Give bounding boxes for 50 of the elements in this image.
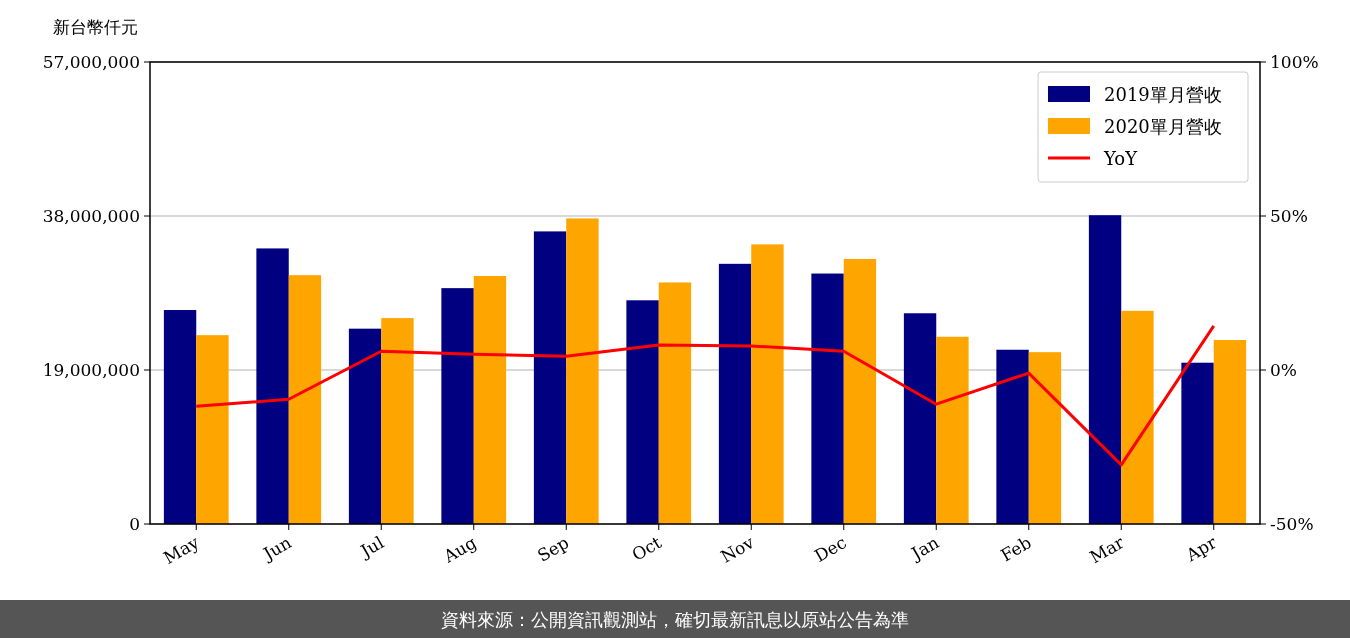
source-note: 資料來源：公開資訊觀測站，確切最新訊息以原站公告為準 — [441, 609, 909, 630]
bar — [1121, 310, 1154, 524]
y-tick-label: 19,000,000 — [42, 360, 140, 380]
y2-tick-label: 100% — [1270, 52, 1319, 72]
bar — [1181, 362, 1214, 524]
line-series — [194, 324, 1216, 467]
bar — [751, 244, 784, 524]
bar — [196, 335, 229, 524]
x-tick-label: Jan — [906, 532, 943, 565]
x-tick-label: Nov — [717, 531, 758, 567]
y2-tick-label: 50% — [1270, 206, 1308, 226]
y-tick-label: 0 — [129, 514, 140, 534]
bar — [626, 300, 659, 524]
bar — [473, 275, 507, 524]
legend-label: 2020單月營收 — [1104, 116, 1222, 137]
bar — [348, 328, 382, 524]
x-tick-label: Feb — [997, 532, 1035, 566]
bar — [441, 288, 474, 524]
bar — [658, 282, 692, 524]
legend-label: 2019單月營收 — [1104, 84, 1222, 105]
y2-tick-label: -50% — [1270, 514, 1314, 534]
bar — [903, 313, 937, 524]
bar — [936, 336, 969, 524]
bar — [843, 258, 877, 524]
x-tick-label: Sep — [534, 532, 573, 566]
bar — [1213, 340, 1247, 524]
bar — [566, 218, 599, 524]
x-tick-label: Dec — [810, 532, 850, 567]
x-tick-label: Oct — [628, 532, 665, 565]
y-tick-label: 38,000,000 — [42, 206, 140, 226]
x-tick-label: May — [160, 531, 203, 569]
y-axis-title: 新台幣仟元 — [52, 17, 138, 37]
bar — [1088, 215, 1122, 524]
y-tick-label: 57,000,000 — [42, 52, 140, 72]
bar — [718, 263, 752, 524]
bar — [163, 310, 197, 524]
bar — [1028, 352, 1062, 524]
x-tick-label: Jun — [258, 532, 295, 565]
x-tick-label: Mar — [1086, 531, 1128, 568]
bar — [381, 318, 414, 524]
x-tick-label: Apr — [1181, 531, 1221, 566]
x-tick-label: Jul — [355, 532, 388, 563]
bar — [288, 275, 322, 524]
y2-tick-label: 0% — [1270, 360, 1297, 380]
x-tick-label: Aug — [439, 532, 480, 568]
legend-label: YoY — [1103, 148, 1139, 169]
bar — [256, 248, 289, 524]
bar — [533, 231, 567, 524]
bar — [996, 349, 1029, 524]
bar — [811, 273, 844, 524]
